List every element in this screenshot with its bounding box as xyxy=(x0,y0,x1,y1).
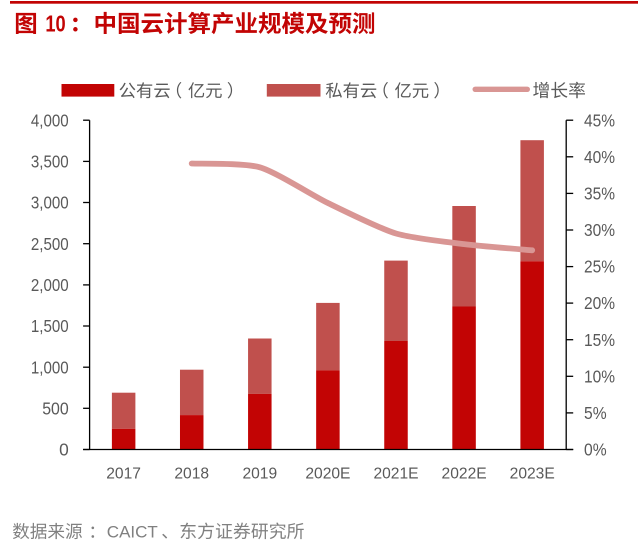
svg-text:45%: 45% xyxy=(584,110,615,130)
svg-text:CAICT: CAICT xyxy=(107,522,158,541)
svg-text:10%: 10% xyxy=(584,366,615,386)
svg-text:20%: 20% xyxy=(584,293,615,313)
svg-text:25%: 25% xyxy=(584,257,615,277)
svg-text:2,000: 2,000 xyxy=(31,275,69,295)
svg-text:0%: 0% xyxy=(584,440,607,460)
svg-text:2018: 2018 xyxy=(174,466,209,483)
svg-text:30%: 30% xyxy=(584,220,615,240)
svg-text:5%: 5% xyxy=(584,403,607,423)
svg-text:2023E: 2023E xyxy=(510,466,555,483)
svg-text:3,500: 3,500 xyxy=(31,152,69,172)
svg-text:10: 10 xyxy=(45,11,65,37)
svg-text:2,500: 2,500 xyxy=(31,234,69,254)
svg-text:2021E: 2021E xyxy=(373,466,418,483)
svg-text:1,500: 1,500 xyxy=(31,316,69,336)
svg-text:1,000: 1,000 xyxy=(31,357,69,377)
svg-text:2019: 2019 xyxy=(242,466,277,483)
svg-text:500: 500 xyxy=(42,398,69,418)
svg-text:35%: 35% xyxy=(584,184,615,204)
svg-text:0: 0 xyxy=(59,440,69,460)
svg-text:2017: 2017 xyxy=(106,466,141,483)
svg-text:15%: 15% xyxy=(584,330,615,350)
svg-text:4,000: 4,000 xyxy=(31,110,69,130)
svg-text:3,000: 3,000 xyxy=(31,193,69,213)
svg-text:40%: 40% xyxy=(584,147,615,167)
svg-text:2020E: 2020E xyxy=(305,466,350,483)
svg-text:2022E: 2022E xyxy=(442,466,487,483)
